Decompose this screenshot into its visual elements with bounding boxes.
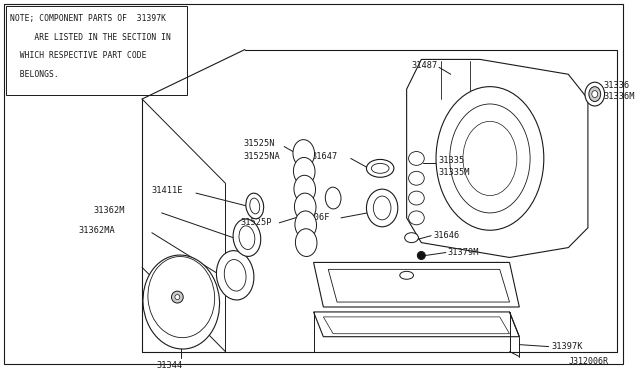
Ellipse shape — [408, 151, 424, 166]
Ellipse shape — [293, 140, 314, 167]
Ellipse shape — [325, 187, 341, 209]
Text: 31646: 31646 — [433, 231, 460, 240]
Text: 31362MA: 31362MA — [78, 226, 115, 235]
Ellipse shape — [246, 193, 264, 219]
Ellipse shape — [450, 104, 530, 213]
Ellipse shape — [408, 191, 424, 205]
Ellipse shape — [224, 260, 246, 291]
Ellipse shape — [148, 257, 214, 338]
Text: 31335: 31335 — [438, 157, 464, 166]
Text: 31525P: 31525P — [240, 218, 271, 227]
Ellipse shape — [585, 82, 605, 106]
Ellipse shape — [295, 211, 317, 239]
Ellipse shape — [367, 160, 394, 177]
Text: 31397: 31397 — [452, 279, 479, 288]
Ellipse shape — [294, 193, 316, 221]
Ellipse shape — [294, 157, 315, 185]
Text: 31406F: 31406F — [299, 213, 330, 222]
Text: WHICH RESPECTIVE PART CODE: WHICH RESPECTIVE PART CODE — [10, 51, 147, 61]
Ellipse shape — [589, 87, 601, 102]
Polygon shape — [328, 269, 509, 302]
Polygon shape — [406, 60, 588, 257]
Text: 31525N: 31525N — [243, 139, 275, 148]
Text: J312006R: J312006R — [568, 356, 608, 366]
Ellipse shape — [404, 233, 419, 243]
Ellipse shape — [296, 229, 317, 256]
Ellipse shape — [175, 295, 180, 299]
Ellipse shape — [408, 211, 424, 225]
Ellipse shape — [143, 255, 220, 349]
Text: NOTE; COMPONENT PARTS OF  31397K: NOTE; COMPONENT PARTS OF 31397K — [10, 14, 166, 23]
Text: 31487: 31487 — [412, 61, 438, 70]
Text: 31379M: 31379M — [448, 248, 479, 257]
Ellipse shape — [172, 291, 183, 303]
Polygon shape — [314, 312, 519, 337]
Text: ARE LISTED IN THE SECTION IN: ARE LISTED IN THE SECTION IN — [10, 33, 171, 42]
Ellipse shape — [408, 171, 424, 185]
Ellipse shape — [373, 196, 391, 220]
Ellipse shape — [400, 271, 413, 279]
Polygon shape — [323, 317, 509, 334]
Text: 31397K: 31397K — [552, 341, 583, 351]
FancyBboxPatch shape — [6, 6, 187, 95]
Ellipse shape — [417, 251, 425, 259]
Text: 31336: 31336 — [604, 81, 630, 90]
Ellipse shape — [463, 121, 517, 196]
Polygon shape — [314, 262, 519, 307]
Text: 31526Q: 31526Q — [445, 277, 476, 286]
Text: BELONGS.: BELONGS. — [10, 70, 58, 79]
Ellipse shape — [367, 189, 398, 227]
Text: 31525NA: 31525NA — [243, 151, 280, 160]
FancyBboxPatch shape — [4, 4, 623, 365]
Text: 31344: 31344 — [157, 362, 183, 371]
Text: 31362M: 31362M — [93, 206, 125, 215]
Ellipse shape — [592, 91, 598, 97]
Text: 31335M: 31335M — [438, 169, 470, 177]
Ellipse shape — [371, 163, 389, 173]
Ellipse shape — [250, 198, 260, 214]
Ellipse shape — [216, 251, 254, 300]
Text: 31336M: 31336M — [604, 92, 635, 101]
Ellipse shape — [436, 87, 544, 230]
Text: 31411E: 31411E — [152, 186, 184, 195]
Ellipse shape — [294, 175, 316, 203]
Text: 31647: 31647 — [312, 151, 338, 160]
Ellipse shape — [239, 226, 255, 250]
Ellipse shape — [233, 219, 260, 256]
